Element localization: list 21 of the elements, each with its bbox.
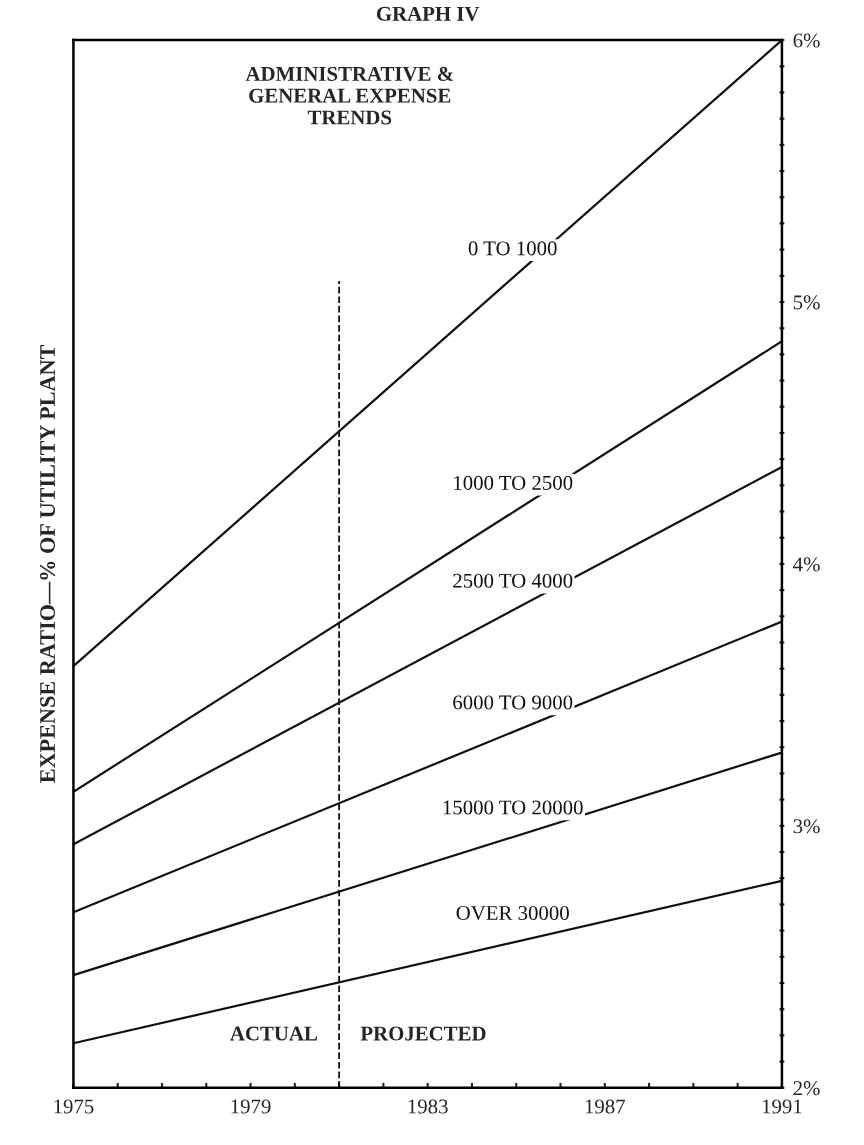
annotation: ACTUAL: [230, 1026, 317, 1041]
series-label: 2500 TO 4000: [453, 573, 573, 588]
x-tick-label: 1979: [231, 1099, 271, 1114]
y-tick-label: 3%: [793, 819, 820, 834]
x-tick-label: 1987: [585, 1099, 626, 1114]
series-label: OVER 30000: [456, 905, 569, 921]
series-label: 0 TO 1000: [468, 241, 557, 256]
text: ADMINISTRATIVE & GENERAL EXPENSE TRENDS: [245, 66, 454, 125]
annotation: PROJECTED: [360, 1026, 486, 1041]
x-tick-label: 1975: [54, 1099, 94, 1114]
series-label: 6000 TO 9000: [453, 695, 573, 710]
y-axis-title: EXPENSE RATIO—% OF UTILITY PLANT: [40, 344, 56, 783]
series-label: 15000 TO 20000: [443, 800, 583, 815]
y-tick-label: 2%: [793, 1081, 820, 1096]
y-tick-label: 4%: [793, 557, 820, 572]
y-tick-label: 5%: [793, 295, 820, 310]
y-tick-label: 6%: [793, 33, 820, 48]
x-tick-label: 1991: [762, 1099, 802, 1114]
chart-title: GRAPH IV: [376, 6, 480, 21]
series-label: 1000 TO 2500: [454, 475, 573, 490]
x-tick-label: 1983: [408, 1099, 448, 1114]
